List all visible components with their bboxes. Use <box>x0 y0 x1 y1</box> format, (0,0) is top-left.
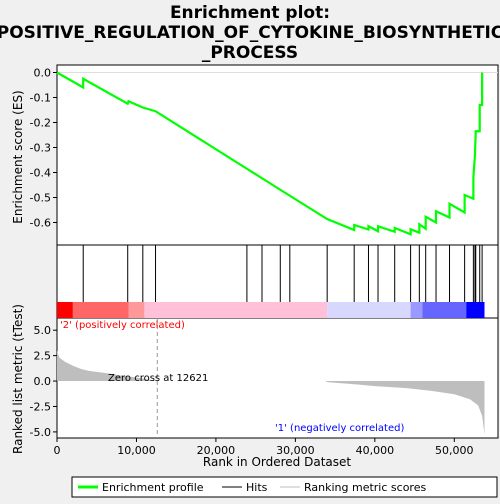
colorbar-segment <box>410 302 423 318</box>
metric-y-tick-label: -5.0 <box>30 426 51 439</box>
x-tick-label: 10,000 <box>117 444 156 457</box>
x-tick-label: 30,000 <box>276 444 315 457</box>
legend-hits-label: Hits <box>246 481 268 494</box>
colorbar-segment <box>422 302 467 318</box>
es-curve-group <box>56 71 498 236</box>
axes-group: 0.0 -0.1 -0.2 -0.3 -0.4 -0.5 -0.6 5.0 2.5 0.0 -2.5… <box>30 67 474 458</box>
es-y-axis-label: Enrichment score (ES) <box>11 90 25 223</box>
colorbar-segment <box>128 302 145 318</box>
metric-y-axis-label: Ranked list metric (tTest) <box>11 304 25 454</box>
colorbar-segment <box>144 302 328 318</box>
metric-y-tick-label: 5.0 <box>34 324 52 337</box>
zero-cross-label: Zero cross at 12621 <box>108 373 208 384</box>
x-axis-label: Rank in Ordered Dataset <box>203 455 351 469</box>
x-tick-label: 0 <box>54 444 61 457</box>
metric-group <box>57 318 485 438</box>
metric-y-tick-label: 0.0 <box>34 375 52 388</box>
negative-correlation-label: '1' (negatively correlated) <box>275 423 404 434</box>
legend-metric-label: Ranking metric scores <box>304 481 426 494</box>
es-panel <box>56 64 499 246</box>
rank-colorbar <box>57 302 485 318</box>
enrichment-profile-line <box>56 71 484 236</box>
hit-ticks-group <box>82 245 483 302</box>
chart-title-line2: POSITIVE_REGULATION_OF_CYTOKINE_BIOSYNTH… <box>0 23 500 43</box>
metric-y-tick-label: -2.5 <box>30 400 51 413</box>
colorbar-segment <box>327 302 411 318</box>
chart-title-line1: Enrichment plot: <box>170 3 330 23</box>
es-y-tick-label: -0.2 <box>30 117 51 130</box>
es-y-tick-label: 0.0 <box>34 67 52 80</box>
x-tick-label: 40,000 <box>356 444 395 457</box>
x-tick-label: 50,000 <box>435 444 474 457</box>
es-y-tick-label: -0.3 <box>30 142 51 155</box>
chart-title-line3: _PROCESS <box>202 43 298 63</box>
legend: Enrichment profile Hits Ranking metric s… <box>71 476 498 498</box>
es-y-tick-label: -0.5 <box>30 192 51 205</box>
positive-correlation-label: '2' (positively correlated) <box>60 320 185 331</box>
es-y-tick-label: -0.1 <box>30 92 51 105</box>
colorbar-segment <box>72 302 129 318</box>
colorbar-segment <box>57 302 73 318</box>
es-y-tick-label: -0.4 <box>30 167 51 180</box>
legend-enrichment-label: Enrichment profile <box>102 481 204 494</box>
colorbar-segment <box>466 302 485 318</box>
metric-y-tick-label: 2.5 <box>34 350 52 363</box>
es-y-tick-label: -0.6 <box>30 217 51 230</box>
x-tick-label: 20,000 <box>197 444 236 457</box>
